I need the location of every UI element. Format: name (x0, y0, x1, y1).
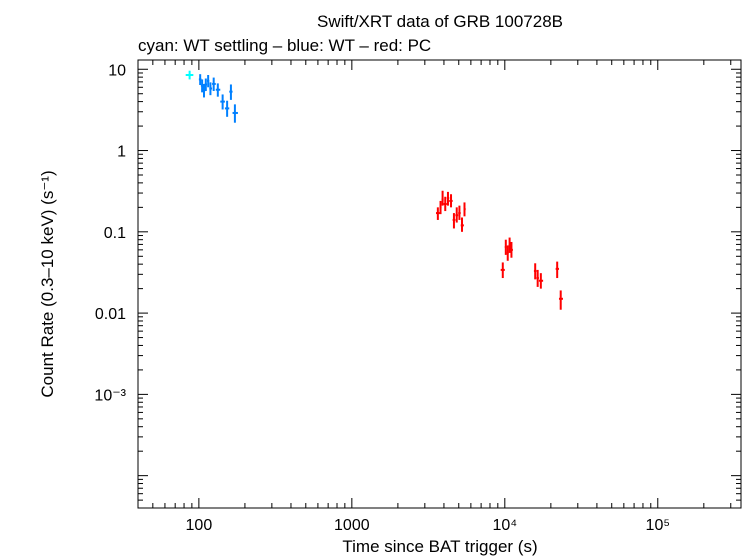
data-point (204, 78, 207, 92)
series-wt (198, 74, 238, 123)
series-wt-settling (185, 70, 194, 80)
data-point (209, 82, 213, 96)
y-axis: 10 1 0.1 0.01 10⁻³ (94, 62, 741, 509)
data-point (220, 94, 225, 110)
data-point (538, 273, 544, 289)
y-tick-label: 0.1 (104, 225, 126, 242)
data-point (558, 290, 563, 310)
data-point (455, 207, 459, 223)
data-point (504, 239, 507, 255)
series-pc (436, 190, 563, 310)
y-tick-label: 1 (117, 144, 126, 161)
data-point (212, 77, 216, 92)
y-tick-label: 0.01 (95, 306, 126, 323)
data-point (555, 261, 559, 279)
data-point (508, 237, 511, 253)
data-point (463, 202, 466, 217)
data-point (500, 262, 505, 279)
data-point (198, 74, 202, 86)
data-point (446, 191, 450, 206)
data-point (215, 83, 221, 97)
data-point (506, 245, 509, 261)
y-tick-label: 10 (108, 62, 126, 79)
x-tick-label: 10⁵ (646, 517, 670, 534)
data-point (439, 200, 442, 215)
x-tick-label: 1000 (334, 517, 370, 534)
data-point (224, 100, 230, 117)
chart-title: Swift/XRT data of GRB 100728B (317, 12, 563, 31)
data-point (200, 79, 204, 93)
data-point (460, 217, 464, 232)
data-point (206, 74, 210, 88)
data-points (185, 70, 563, 310)
data-point (533, 263, 537, 280)
data-point (202, 83, 206, 98)
chart-subtitle: cyan: WT settling – blue: WT – red: PC (138, 36, 431, 55)
data-point (229, 84, 233, 100)
data-point (458, 205, 461, 220)
plot-frame (137, 59, 742, 509)
data-point (441, 190, 444, 206)
x-tick-label: 100 (186, 517, 213, 534)
data-point (436, 207, 440, 220)
data-point (185, 70, 194, 80)
data-point (449, 194, 453, 208)
x-tick-label: 10⁴ (492, 517, 517, 534)
x-axis: 100 1000 10⁴ 10⁵ (137, 60, 732, 534)
data-point (452, 213, 456, 229)
y-tick-label: 10⁻³ (94, 387, 126, 404)
x-axis-label: Time since BAT trigger (s) (342, 537, 537, 556)
data-point (536, 269, 539, 287)
data-point (232, 104, 238, 123)
data-point (510, 241, 513, 258)
y-axis-label: Count Rate (0.3–10 keV) (s⁻¹) (38, 170, 57, 397)
data-point (443, 196, 447, 212)
